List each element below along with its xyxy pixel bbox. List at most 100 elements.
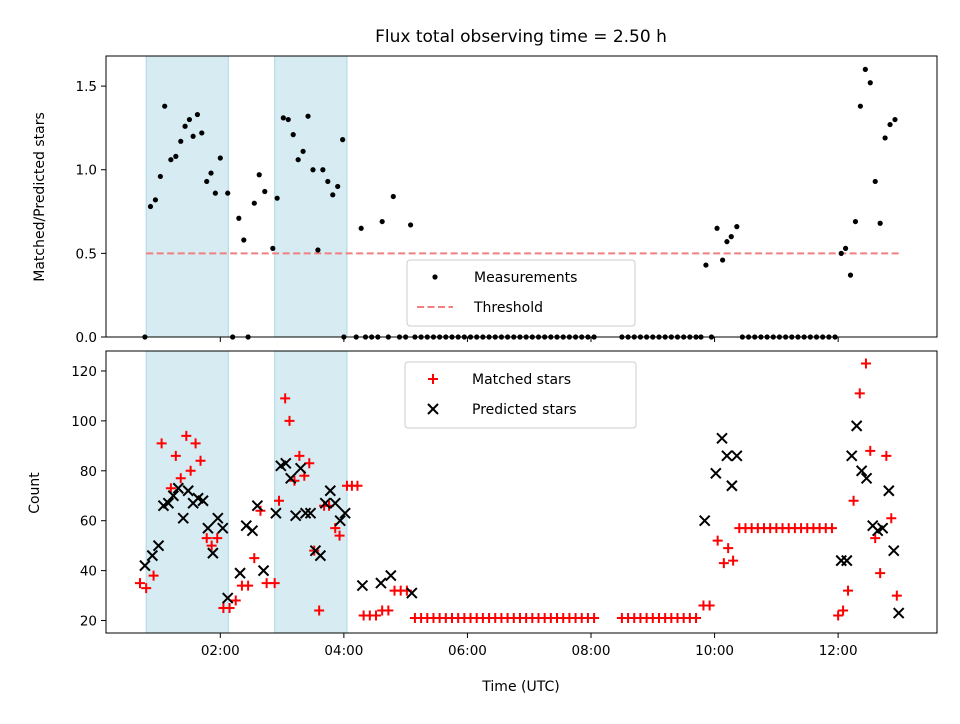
data-point: [838, 605, 849, 616]
data-point: [256, 172, 262, 178]
data-point: [703, 262, 709, 268]
legend-label: Measurements: [474, 270, 577, 286]
data-point: [255, 505, 266, 516]
data-point: [704, 600, 715, 611]
data-point: [728, 555, 739, 566]
data-point: [175, 473, 186, 484]
data-point: [190, 438, 201, 449]
x-tick-label: 06:00: [448, 643, 487, 659]
data-point: [173, 153, 179, 159]
data-point: [320, 167, 326, 173]
data-point: [379, 218, 385, 225]
data-point: [334, 514, 346, 527]
data-point: [846, 450, 858, 462]
data-point: [217, 155, 223, 161]
data-point: [370, 610, 381, 621]
data-point: [833, 610, 844, 621]
data-point: [224, 603, 235, 614]
data-point: [251, 500, 264, 512]
data-point: [589, 613, 600, 624]
data-point: [178, 138, 184, 144]
data-point: [852, 218, 859, 225]
data-point: [310, 167, 316, 173]
data-point: [848, 495, 859, 506]
data-point: [202, 522, 214, 534]
data-point: [300, 148, 306, 154]
data-point: [883, 485, 895, 497]
legend-handle: [427, 403, 439, 415]
data-point: [329, 497, 341, 509]
shaded-interval-0: [145, 55, 229, 338]
data-point: [728, 234, 734, 240]
data-point: [390, 193, 396, 200]
data-point: [857, 103, 863, 109]
data-point: [190, 133, 196, 139]
data-point: [177, 512, 189, 524]
data-point: [358, 225, 364, 231]
data-point: [716, 432, 728, 445]
data-point: [146, 549, 159, 562]
y-tick-label: 0.5: [76, 246, 97, 262]
data-point: [406, 587, 418, 599]
data-point: [335, 183, 341, 190]
data-point: [285, 472, 297, 484]
x-tick-label: 04:00: [324, 643, 363, 659]
data-point: [236, 215, 242, 221]
data-point: [230, 595, 241, 606]
data-point: [340, 137, 346, 143]
shaded-interval-1: [274, 350, 348, 634]
data-point: [855, 465, 868, 477]
data-point: [217, 522, 229, 534]
legend-label: Threshold: [473, 300, 543, 316]
data-point: [881, 450, 892, 461]
axes-frame: [105, 55, 938, 338]
data-point: [141, 583, 152, 594]
y-tick-label: 1.5: [76, 79, 97, 95]
y-tick-label: 100: [71, 414, 97, 430]
data-point: [170, 450, 181, 461]
y-tick-label: 20: [80, 614, 97, 630]
top-panel: 0.0 0.5 1.0 1.5 Measurements Threshold: [76, 55, 938, 346]
y-tick-label: 1.0: [76, 163, 97, 179]
data-point: [305, 113, 311, 119]
legend: Measurements Threshold: [406, 259, 636, 327]
data-point: [870, 533, 881, 544]
data-point: [172, 482, 184, 494]
data-point: [147, 203, 154, 210]
data-point: [251, 200, 257, 206]
data-point: [270, 507, 282, 519]
shaded-interval-1: [274, 55, 348, 338]
data-point: [854, 388, 865, 399]
data-point: [723, 543, 734, 554]
data-point: [195, 455, 206, 466]
data-point: [280, 115, 286, 121]
data-point: [280, 457, 292, 470]
data-point: [842, 245, 849, 251]
data-point: [185, 465, 196, 476]
data-point: [280, 393, 291, 404]
data-point: [269, 578, 280, 589]
data-point: [212, 533, 223, 544]
data-point: [314, 549, 327, 562]
data-point: [887, 121, 893, 128]
data-point: [718, 558, 729, 569]
x-tick-label: 10:00: [695, 643, 734, 659]
data-point: [197, 495, 209, 507]
y-tick-label: 40: [80, 564, 97, 580]
data-point: [860, 472, 873, 484]
data-point: [167, 490, 180, 502]
data-point: [315, 247, 321, 253]
data-point: [204, 178, 210, 185]
data-point: [865, 445, 876, 456]
data-point: [273, 495, 284, 506]
data-point: [139, 559, 151, 572]
data-point: [241, 237, 247, 243]
data-point: [319, 497, 332, 509]
data-point: [875, 568, 886, 579]
data-point: [698, 514, 711, 527]
data-point: [731, 450, 743, 462]
series-predicted-stars: [139, 420, 905, 619]
data-point: [850, 420, 863, 432]
data-point: [295, 157, 301, 163]
data-point: [208, 170, 214, 176]
